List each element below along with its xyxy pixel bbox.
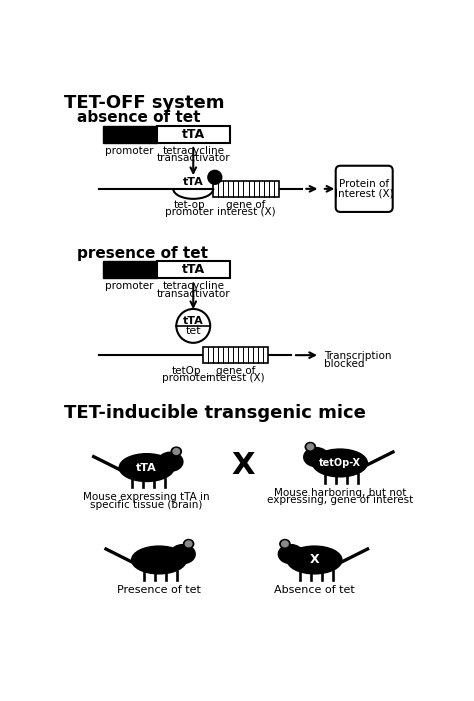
Ellipse shape (185, 541, 192, 547)
Text: gene of: gene of (216, 366, 255, 376)
Ellipse shape (171, 447, 182, 456)
Ellipse shape (305, 442, 315, 451)
Bar (157, 261, 230, 278)
Ellipse shape (119, 454, 174, 482)
Ellipse shape (282, 541, 288, 547)
Text: Interest (X): Interest (X) (335, 189, 393, 198)
Text: specific tissue (brain): specific tissue (brain) (91, 500, 203, 510)
Bar (157, 125, 230, 142)
Text: TET-OFF system: TET-OFF system (64, 94, 225, 112)
Text: Protein of: Protein of (339, 179, 389, 189)
Ellipse shape (183, 540, 194, 548)
Text: Absence of tet: Absence of tet (274, 585, 355, 594)
Bar (203, 348, 268, 363)
Circle shape (208, 170, 222, 184)
Text: tTA: tTA (183, 315, 204, 325)
Text: tTA: tTA (182, 128, 205, 141)
Text: presence of tet: presence of tet (77, 246, 209, 261)
Ellipse shape (170, 545, 195, 564)
Text: tetOp: tetOp (171, 366, 201, 376)
Text: tTA: tTA (182, 263, 205, 276)
Text: absence of tet: absence of tet (77, 109, 201, 125)
Text: tetOp-X: tetOp-X (319, 458, 361, 468)
Text: promoter: promoter (106, 146, 154, 156)
Text: TET-inducible transgenic mice: TET-inducible transgenic mice (64, 404, 366, 422)
Text: transactivator: transactivator (156, 154, 230, 163)
Bar (213, 181, 279, 196)
Ellipse shape (158, 452, 183, 471)
Text: Transcription: Transcription (324, 350, 391, 360)
Text: tet: tet (185, 326, 201, 336)
Text: interest (X): interest (X) (217, 207, 275, 217)
Ellipse shape (287, 546, 342, 574)
Text: Mouse expressing tTA in: Mouse expressing tTA in (83, 492, 210, 502)
Text: tTA: tTA (137, 463, 157, 472)
Text: gene of: gene of (226, 200, 266, 210)
Text: Mouse harboring, but not: Mouse harboring, but not (274, 488, 406, 498)
FancyBboxPatch shape (336, 165, 392, 212)
Text: tet-op: tet-op (173, 200, 205, 210)
Text: promoter: promoter (162, 373, 210, 383)
Text: X: X (231, 451, 255, 479)
Ellipse shape (312, 449, 367, 477)
Text: blocked: blocked (324, 359, 365, 369)
Text: tTA: tTA (183, 177, 204, 187)
Text: promoter: promoter (106, 281, 154, 291)
Ellipse shape (304, 448, 328, 467)
Ellipse shape (280, 540, 290, 548)
Ellipse shape (173, 449, 180, 454)
Text: tetracycline: tetracycline (162, 146, 224, 156)
Bar (103, 261, 157, 278)
Text: interest (X): interest (X) (206, 373, 265, 383)
Text: Presence of tet: Presence of tet (117, 585, 201, 594)
Ellipse shape (278, 545, 303, 564)
Bar (103, 125, 157, 142)
Ellipse shape (132, 546, 186, 574)
Circle shape (176, 309, 210, 343)
Text: transactivator: transactivator (156, 289, 230, 299)
Text: X: X (310, 554, 319, 566)
Text: tetracycline: tetracycline (162, 281, 224, 291)
Text: expressing, gene of interest: expressing, gene of interest (267, 496, 413, 505)
Text: promoter: promoter (165, 207, 214, 217)
Ellipse shape (307, 444, 314, 450)
